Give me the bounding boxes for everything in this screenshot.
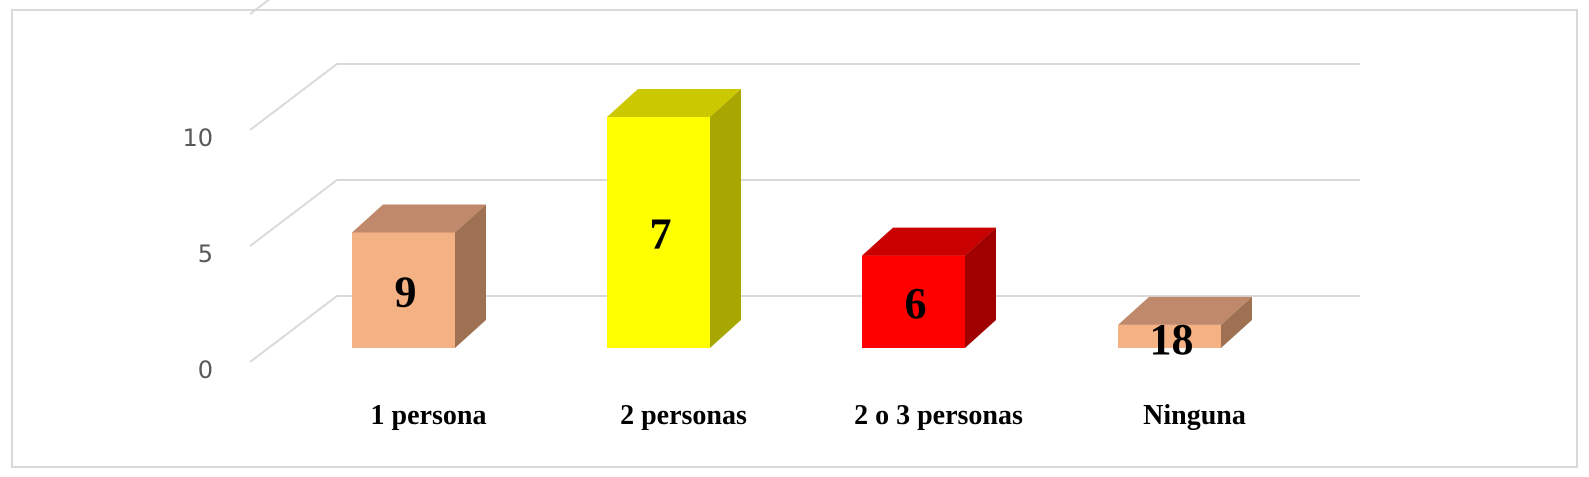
y-tick-label: 5 bbox=[198, 240, 213, 268]
bars: 9 7 6 18 bbox=[352, 89, 1252, 364]
bar-front bbox=[352, 232, 455, 348]
bar-side bbox=[965, 227, 996, 348]
bar-top bbox=[352, 204, 486, 233]
category-label: 1 persona bbox=[371, 400, 487, 431]
gridline bbox=[249, 63, 1360, 131]
bar: 9 bbox=[352, 204, 486, 348]
bar-front bbox=[862, 255, 965, 348]
category-label: 2 personas bbox=[620, 400, 747, 431]
y-tick-label: 0 bbox=[198, 356, 213, 384]
bar-top bbox=[862, 227, 996, 256]
gridlines bbox=[249, 0, 1360, 363]
data-label: 7 bbox=[650, 210, 672, 259]
y-tick-label: 10 bbox=[182, 124, 213, 152]
category-label: 2 o 3 personas bbox=[854, 400, 1023, 431]
data-label: 9 bbox=[395, 267, 417, 316]
bar-side bbox=[1221, 296, 1252, 348]
category-label: Ninguna bbox=[1143, 400, 1246, 431]
bar: 7 bbox=[607, 89, 741, 348]
bar: 6 bbox=[862, 227, 996, 348]
gridline bbox=[249, 295, 1360, 363]
bar-front bbox=[1118, 324, 1221, 348]
bar-top bbox=[1118, 296, 1252, 325]
y-axis-ticks: 0 5 10 bbox=[182, 124, 213, 384]
bar: 18 bbox=[1118, 296, 1252, 364]
gridline bbox=[249, 179, 1360, 247]
bar-front bbox=[607, 117, 710, 348]
bar-side bbox=[710, 89, 741, 348]
data-label: 6 bbox=[905, 279, 927, 328]
chart-frame bbox=[11, 9, 1578, 468]
bar-side bbox=[455, 204, 486, 348]
bar-top bbox=[607, 89, 741, 117]
data-label: 18 bbox=[1150, 315, 1194, 364]
x-axis-categories: 1 persona 2 personas 2 o 3 personas Ninguna bbox=[371, 400, 1246, 431]
